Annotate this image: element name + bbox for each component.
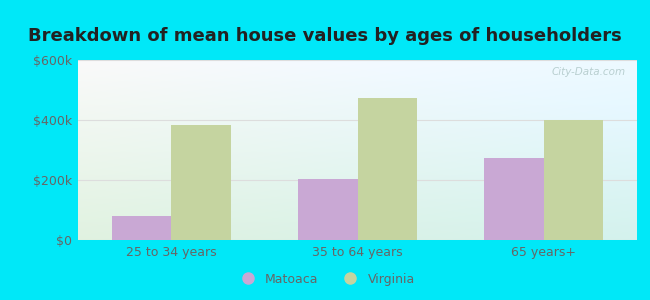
Bar bbox=[171, 124, 231, 240]
Bar bbox=[112, 216, 171, 240]
Bar bbox=[484, 158, 544, 240]
Bar bbox=[544, 120, 603, 240]
Bar bbox=[358, 98, 417, 240]
Legend: Matoaca, Virginia: Matoaca, Virginia bbox=[230, 268, 420, 291]
Bar bbox=[298, 178, 358, 240]
Text: City-Data.com: City-Data.com bbox=[552, 67, 626, 77]
Text: Breakdown of mean house values by ages of householders: Breakdown of mean house values by ages o… bbox=[28, 27, 622, 45]
